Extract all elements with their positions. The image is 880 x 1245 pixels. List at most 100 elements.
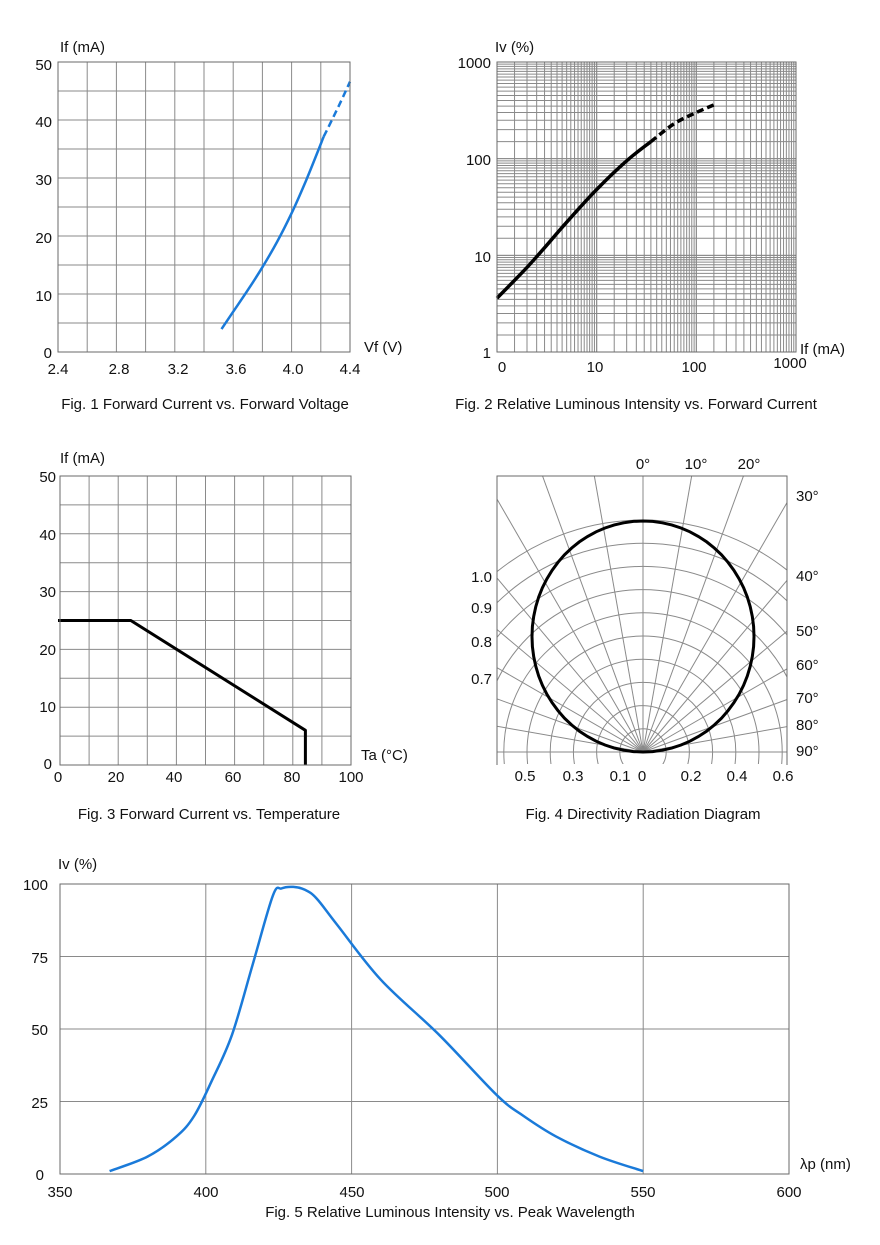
fig1-frame — [57, 61, 351, 353]
fig3-xtick: 20 — [108, 769, 125, 786]
fig3-ytick: 50 — [39, 469, 56, 486]
fig4-series — [530, 519, 756, 754]
fig5-xtick: 500 — [484, 1184, 509, 1201]
fig2-series-0-line — [495, 140, 652, 300]
fig2-title: Fig. 2 Relative Luminous Intensity vs. F… — [455, 396, 818, 413]
fig3-ytick: 30 — [39, 584, 56, 601]
fig5-xtick-labels: 350 400 450 500 550 600 — [47, 1184, 801, 1201]
fig4-angle-label: 90° — [796, 743, 819, 760]
fig1-xtick: 4.4 — [340, 361, 361, 378]
fig2-xtick: 0 — [498, 359, 506, 376]
fig4-grid-spoke — [642, 579, 787, 753]
fig3-ylabel: If (mA) — [60, 450, 105, 467]
fig4-grid-spoke — [497, 667, 644, 753]
fig4-bottom-label: 0.2 — [681, 768, 702, 785]
fig1-ytick: 40 — [35, 114, 52, 131]
fig4-radial-label: 0.9 — [471, 600, 492, 617]
fig4-chart: 0° 10° 20° 30° 40° 50° 60° 70° 80° 90° 1… — [471, 456, 819, 823]
fig1-xtick: 2.4 — [48, 361, 69, 378]
fig5-xtick: 450 — [339, 1184, 364, 1201]
fig4-grid-spoke — [642, 501, 787, 753]
fig3-ytick: 20 — [39, 642, 56, 659]
fig4-bottom-labels: 0.5 0.3 0.1 0 0 0.2 0.4 0.6 — [515, 768, 794, 785]
fig1-title: Fig. 1 Forward Current vs. Forward Volta… — [61, 396, 349, 413]
fig4-radial-labels: 1.0 0.9 0.8 0.7 — [471, 569, 492, 688]
fig5-xtick: 350 — [47, 1184, 72, 1201]
fig4-angle-label: 40° — [796, 568, 819, 585]
fig5-title: Fig. 5 Relative Luminous Intensity vs. P… — [265, 1204, 635, 1221]
fig4-grid-spoke — [642, 476, 744, 753]
fig5-xtick: 600 — [776, 1184, 801, 1201]
fig1-ytick-labels: 50 40 30 20 10 0 — [35, 57, 52, 362]
fig4-angle-label: 50° — [796, 623, 819, 640]
fig5-chart: Iv (%) λp (nm) 100 75 50 25 0 350 400 45… — [23, 856, 851, 1221]
fig3-series-0-line — [58, 619, 307, 765]
fig2-xtick: 1000 — [773, 355, 806, 372]
fig1-chart: If (mA) Vf (V) 50 40 30 20 10 0 2.4 2.8 … — [35, 39, 402, 413]
fig2-ytick-labels: 1000 100 10 1 — [458, 55, 491, 362]
fig4-grid-spoke — [642, 476, 693, 753]
fig2-series-1-line — [649, 102, 718, 144]
fig2-xlabel: If (mA) — [800, 341, 845, 358]
fig2-grid — [497, 62, 796, 352]
fig5-series — [109, 885, 644, 1173]
fig4-bottom-label: 0.5 — [515, 768, 536, 785]
fig4-bottom-label: 0.3 — [563, 768, 584, 785]
fig5-xtick: 550 — [630, 1184, 655, 1201]
fig3-frame — [59, 475, 352, 766]
fig1-series-0-line — [220, 136, 325, 330]
fig5-frame — [59, 883, 790, 1175]
fig5-ytick-labels: 100 75 50 25 0 — [23, 877, 48, 1184]
fig4-grid-spoke — [497, 498, 644, 753]
fig2-series — [495, 102, 718, 300]
fig4-angle-label: 70° — [796, 690, 819, 707]
fig5-ytick: 100 — [23, 877, 48, 894]
fig5-series-0-line — [109, 885, 644, 1173]
fig3-ytick: 0 — [44, 756, 52, 773]
fig2-ytick: 1 — [483, 345, 491, 362]
fig4-grid-spoke — [497, 577, 644, 753]
fig2-xtick: 100 — [681, 359, 706, 376]
fig4-angle-label: 0° — [636, 456, 650, 473]
fig5-grid — [60, 884, 789, 1174]
fig2-ylabel: Iv (%) — [495, 39, 534, 56]
fig4-grid — [497, 476, 787, 764]
fig3-chart: If (mA) Ta (°C) 50 40 30 20 10 0 0 20 40… — [39, 450, 408, 823]
fig4-grid-spoke — [642, 699, 787, 753]
fig5-ytick: 50 — [31, 1022, 48, 1039]
fig3-xtick: 60 — [225, 769, 242, 786]
fig4-grid-spoke — [497, 628, 644, 753]
fig1-ytick: 20 — [35, 230, 52, 247]
fig4-frame — [496, 475, 788, 765]
fig3-xlabel: Ta (°C) — [361, 747, 408, 764]
fig4-angle-label: 60° — [796, 657, 819, 674]
fig4-radial-label: 1.0 — [471, 569, 492, 586]
fig5-xlabel: λp (nm) — [800, 1156, 851, 1173]
fig5-ytick: 0 — [36, 1167, 44, 1184]
fig3-series — [58, 619, 307, 765]
fig4-angle-label: 10° — [685, 456, 708, 473]
fig4-radial-label: 0.8 — [471, 634, 492, 651]
fig2-ytick: 100 — [466, 152, 491, 169]
fig3-xtick: 40 — [166, 769, 183, 786]
fig4-title: Fig. 4 Directivity Radiation Diagram — [525, 806, 760, 823]
fig4-bottom-label: 0 — [638, 768, 646, 785]
fig1-xtick: 4.0 — [283, 361, 304, 378]
fig1-xtick: 3.6 — [226, 361, 247, 378]
fig5-ytick: 25 — [31, 1095, 48, 1112]
fig1-series — [220, 81, 352, 330]
fig2-ytick: 1000 — [458, 55, 491, 72]
fig5-ytick: 75 — [31, 950, 48, 967]
fig3-ytick: 10 — [39, 699, 56, 716]
fig4-grid-spoke — [497, 725, 644, 753]
fig3-xtick-labels: 0 20 40 60 80 100 — [54, 769, 364, 786]
fig4-bottom-label: 0.4 — [727, 768, 748, 785]
fig4-series-0-line — [530, 519, 756, 754]
fig1-ytick: 0 — [44, 345, 52, 362]
fig1-grid — [58, 62, 350, 352]
fig4-grid-spoke — [642, 668, 787, 753]
fig2-xtick-labels: 0 10 100 1000 — [498, 355, 807, 376]
fig1-ytick: 50 — [35, 57, 52, 74]
fig1-xlabel: Vf (V) — [364, 339, 402, 356]
fig4-angle-label: 30° — [796, 488, 819, 505]
